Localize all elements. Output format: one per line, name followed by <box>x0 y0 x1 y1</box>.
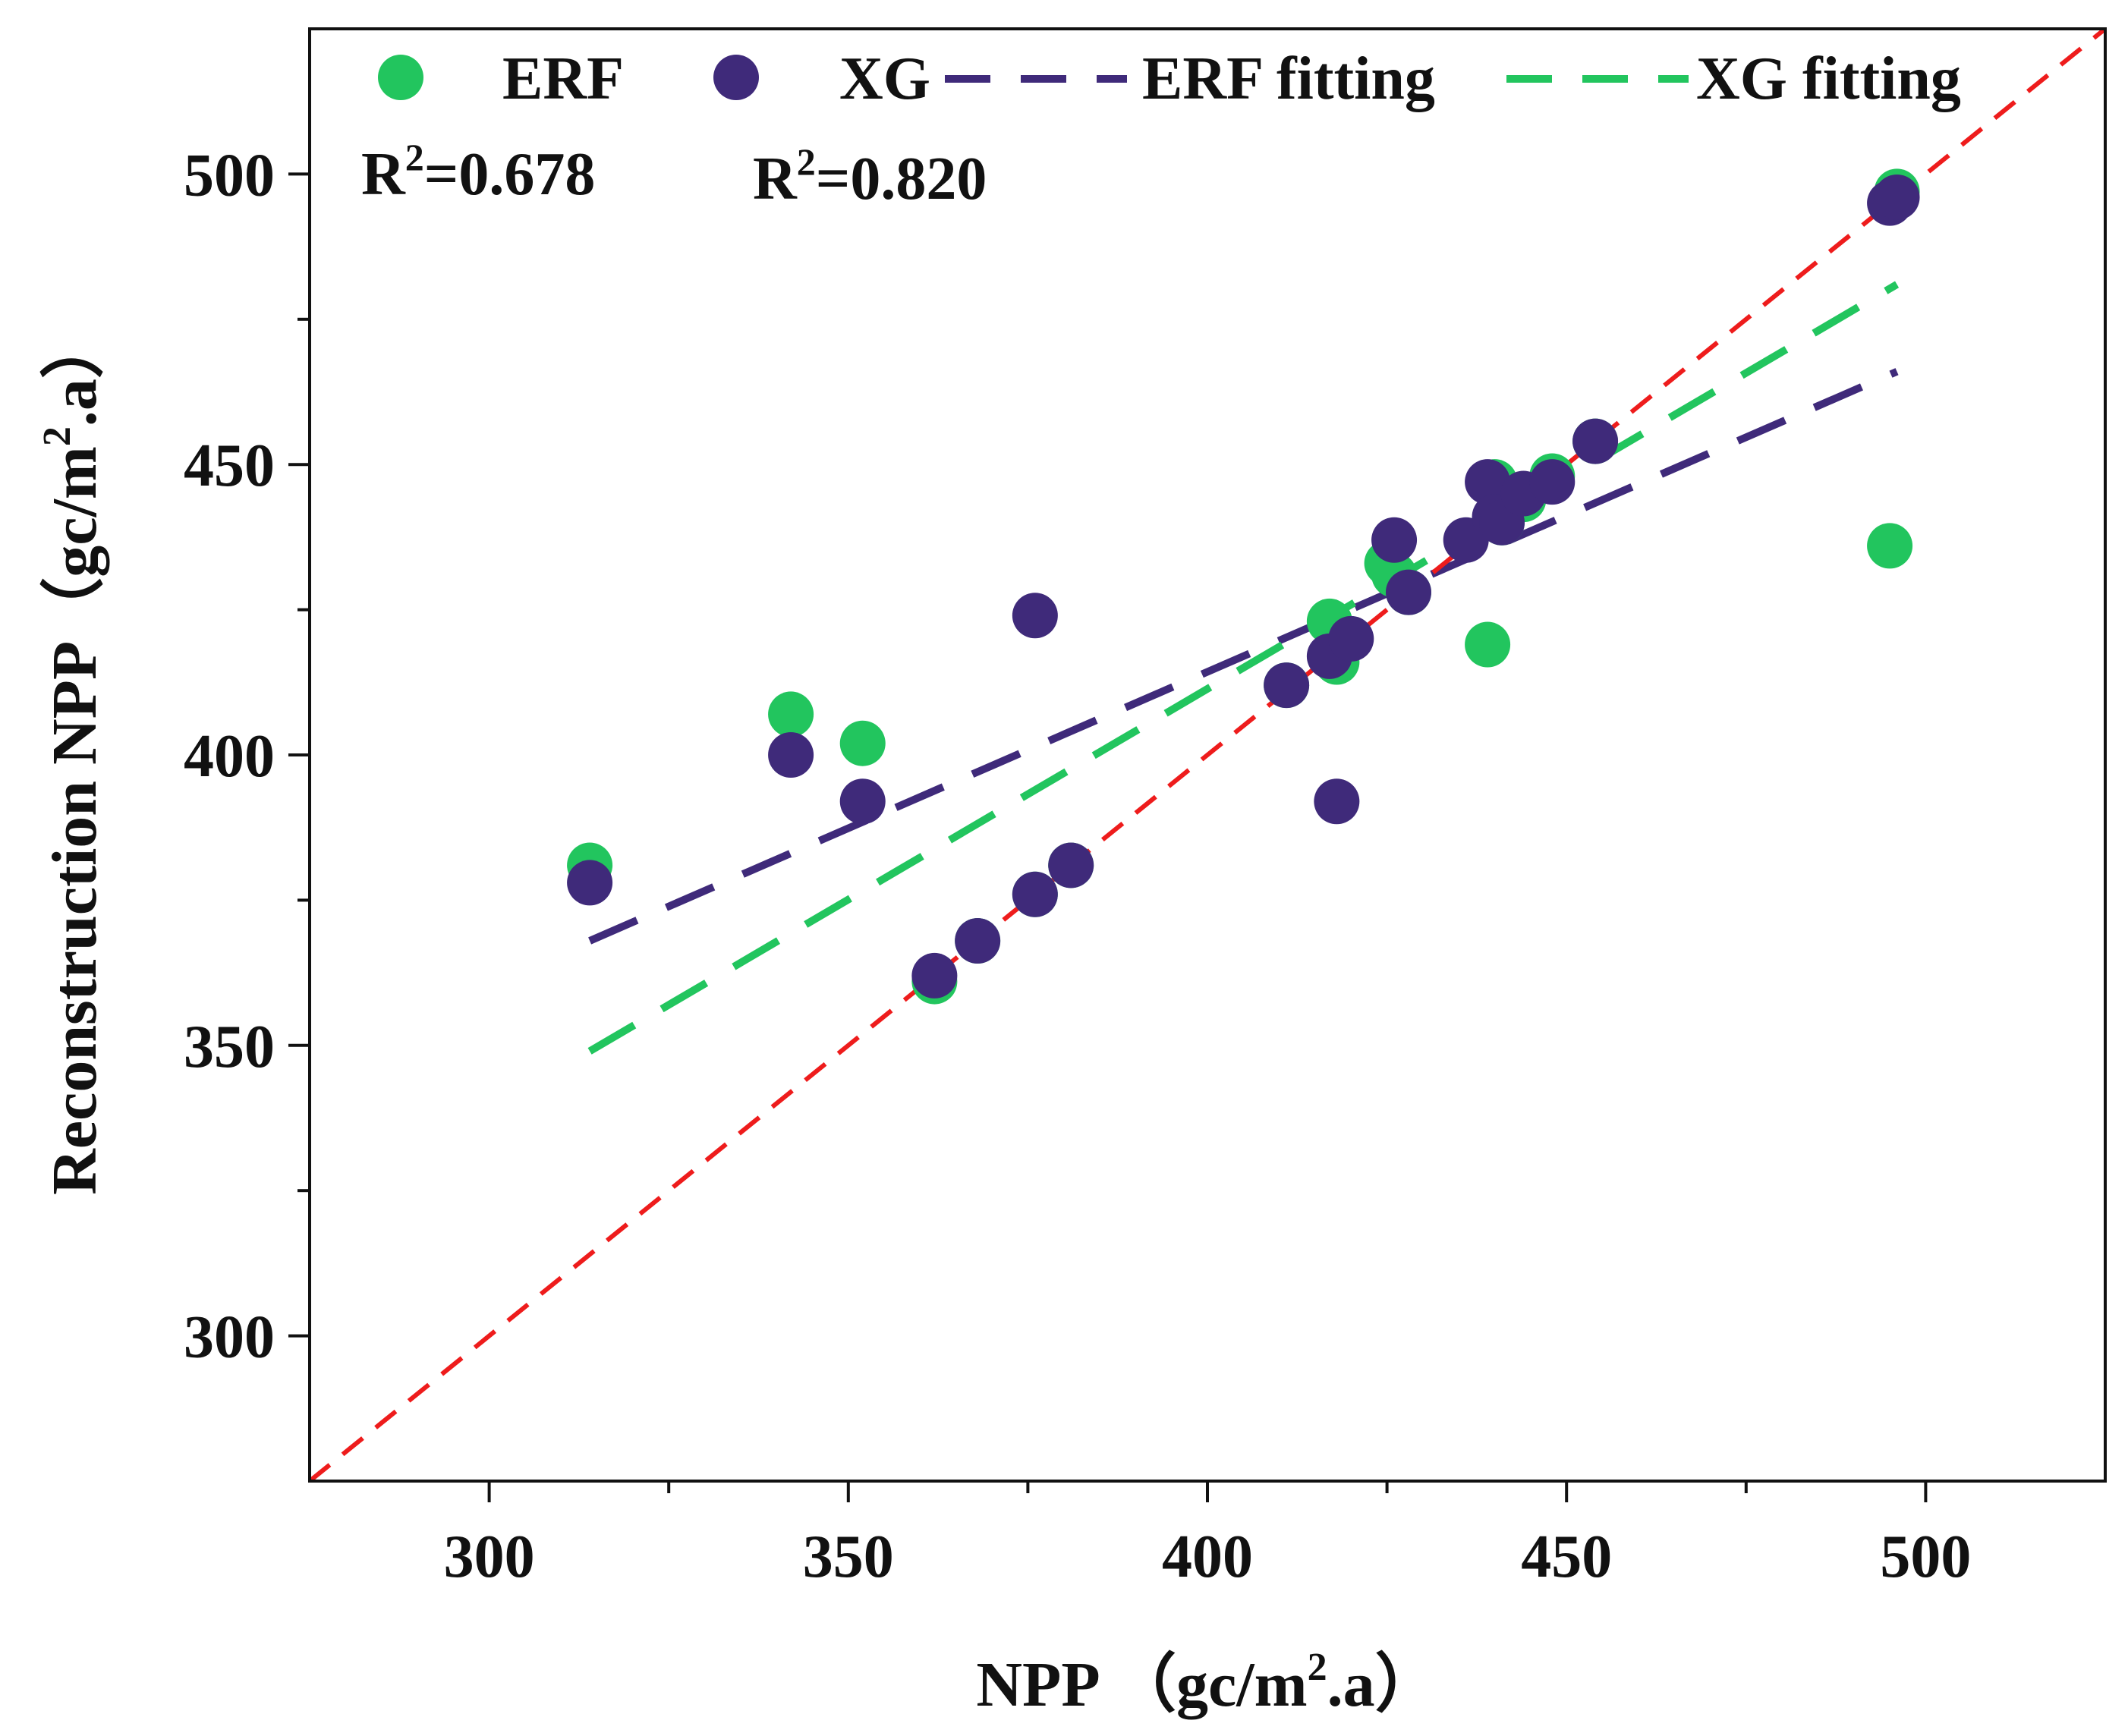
x-tick-label: 350 <box>803 1524 894 1590</box>
xg-point <box>1048 842 1094 888</box>
xg-point <box>1371 517 1418 563</box>
lines-layer <box>310 29 2105 1481</box>
y-axis-title: Reconstruction NPP（gc/m2.a） <box>36 315 110 1195</box>
legend-erf-label: ERF <box>502 46 624 112</box>
xg-point <box>911 952 958 999</box>
xg-point <box>1012 593 1058 639</box>
y-tick-label: 400 <box>184 723 275 790</box>
xg-fitting-line <box>587 281 1900 1055</box>
xg-point <box>955 917 1001 964</box>
xg-point <box>1328 615 1374 662</box>
legend-xg-fitting-label: XG fitting <box>1696 46 1961 112</box>
xg-point <box>839 778 886 825</box>
xg-point <box>1529 459 1576 505</box>
r2-annotation-xg: R2=0.820 <box>753 140 987 212</box>
erf-point <box>768 691 814 737</box>
xg-point <box>1385 569 1431 615</box>
legend-xg-marker <box>713 55 759 100</box>
x-tick-label: 450 <box>1521 1524 1612 1590</box>
legend-erf-fitting-label: ERF fitting <box>1142 46 1435 112</box>
xg-point <box>567 860 613 906</box>
legend-xg-label: XG <box>839 46 930 112</box>
xg-point <box>1572 418 1619 464</box>
y-tick-label: 450 <box>184 432 275 499</box>
ticks-layer: 300 350 400 450 500 300 350 400 450 500 <box>184 142 1971 1590</box>
xg-point <box>1874 175 1920 221</box>
r2-annotation-erf: R2=0.678 <box>361 136 595 208</box>
xg-point <box>1465 459 1511 505</box>
xg-point <box>1264 662 1310 709</box>
x-tick-label: 500 <box>1880 1524 1971 1590</box>
x-tick-label: 300 <box>444 1524 535 1590</box>
xg-point <box>768 732 814 778</box>
y-tick-label: 350 <box>184 1014 275 1080</box>
y-tick-label: 300 <box>184 1304 275 1371</box>
points-layer <box>567 168 1920 1005</box>
legend: ERF XG ERF fitting XG fitting <box>378 46 1961 112</box>
erf-point <box>1465 621 1511 668</box>
x-axis-title: NPP （gc/m2.a） <box>976 1646 1438 1720</box>
xg-point <box>1012 871 1058 917</box>
erf-point <box>1867 523 1913 569</box>
legend-erf-marker <box>378 55 423 100</box>
erf-point <box>839 720 886 766</box>
erf-fitting-line <box>588 368 1899 945</box>
x-tick-label: 400 <box>1162 1524 1253 1590</box>
y-tick-label: 500 <box>184 142 275 209</box>
xg-point <box>1314 778 1360 825</box>
identity-line <box>310 29 2105 1481</box>
